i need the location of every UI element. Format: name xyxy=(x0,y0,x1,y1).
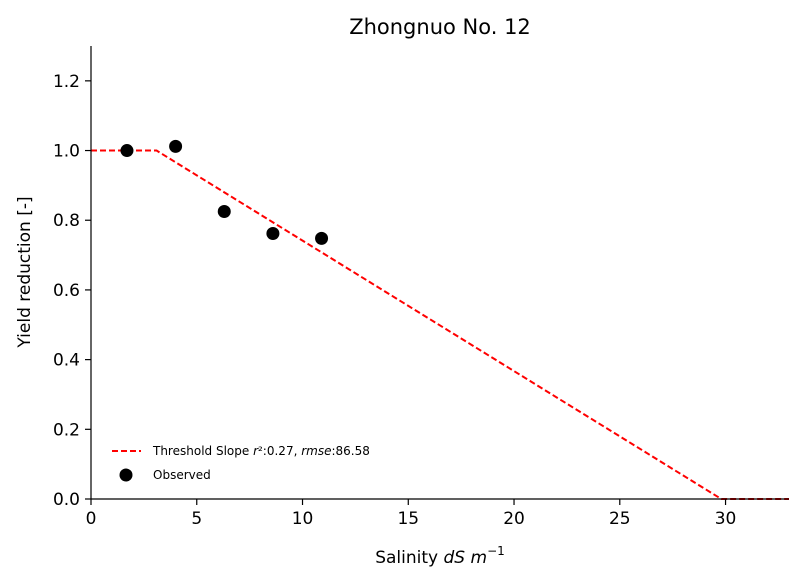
y-tick-label: 0.0 xyxy=(53,490,80,510)
legend-threshold-rmse-value: :86.58 xyxy=(331,444,369,458)
x-tick-label: 5 xyxy=(191,509,202,529)
legend: Threshold Slope r²:0.27, rmse:86.58 Obse… xyxy=(112,444,370,482)
y-axis-ticks: 0.0 0.2 0.4 0.6 0.8 1.0 1.2 xyxy=(53,72,91,510)
y-tick-label: 1.0 xyxy=(53,142,80,162)
legend-threshold-r2: ²:0.27, xyxy=(258,444,301,458)
observed-point xyxy=(120,144,134,158)
x-axis-ticks: 0 5 10 15 20 25 30 xyxy=(86,499,737,529)
observed-point xyxy=(315,231,329,245)
observed-point xyxy=(169,139,183,153)
observed-point xyxy=(266,226,280,240)
legend-observed-label: Observed xyxy=(153,468,211,482)
legend-threshold-rmse: rmse xyxy=(301,444,331,458)
x-axis-label-exp: −1 xyxy=(487,544,505,558)
y-tick-label: 0.6 xyxy=(53,281,80,301)
y-tick-label: 1.2 xyxy=(53,72,80,92)
y-tick-label: 0.8 xyxy=(53,211,80,231)
x-tick-label: 30 xyxy=(715,509,737,529)
legend-threshold-prefix: Threshold Slope xyxy=(152,444,253,458)
legend-threshold-r: r xyxy=(253,444,259,458)
legend-threshold-label: Threshold Slope r²:0.27, rmse:86.58 xyxy=(152,444,370,458)
legend-observed-marker xyxy=(119,468,133,482)
y-tick-label: 0.4 xyxy=(53,351,80,371)
y-axis-label: Yield reduction [-] xyxy=(15,196,35,348)
observed-point xyxy=(217,205,231,219)
chart-title: Zhongnuo No. 12 xyxy=(349,15,531,39)
x-tick-label: 10 xyxy=(292,509,314,529)
x-tick-label: 25 xyxy=(609,509,631,529)
y-tick-label: 0.2 xyxy=(53,420,80,440)
x-axis-label-prefix: Salinity xyxy=(375,548,443,568)
data-layer xyxy=(91,139,789,500)
x-tick-label: 0 xyxy=(86,509,97,529)
x-axis-label-unit: dS m xyxy=(444,548,488,568)
x-tick-label: 20 xyxy=(503,509,525,529)
x-tick-label: 15 xyxy=(397,509,419,529)
x-axis-label: Salinity dS m−1 xyxy=(375,544,505,568)
